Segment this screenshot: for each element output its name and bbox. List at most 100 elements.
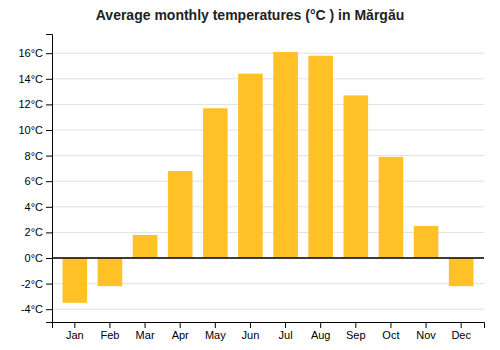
- y-tick: -4°C: [21, 303, 52, 315]
- x-tick-mark: [285, 322, 286, 328]
- zero-line: [52, 257, 484, 259]
- x-tick-mark: [215, 322, 216, 328]
- x-tick-label: Oct: [382, 329, 399, 341]
- x-axis: Jan Feb Mar Apr May Jun Jul Aug Sep Oct Nov Dec: [53, 322, 485, 341]
- grid-line: [52, 309, 484, 310]
- y-tick-mark: [46, 104, 52, 105]
- y-tick-label: 0°C: [25, 252, 44, 264]
- x-tick-label: Nov: [416, 329, 436, 341]
- title: Average monthly temperatures (°C ) in Mă…: [96, 7, 404, 23]
- y-tick: -2°C: [21, 278, 52, 290]
- y-tick-mark: [46, 181, 52, 182]
- bar: [133, 235, 158, 258]
- y-tick: 12°C: [18, 98, 52, 110]
- x-tick-label: Aug: [311, 329, 331, 341]
- bar: [449, 258, 474, 286]
- y-tick: 0°C: [25, 252, 52, 264]
- y-tick-mark: [46, 258, 52, 259]
- y-tick: 10°C: [18, 124, 52, 136]
- x-tick-mark: [461, 322, 462, 328]
- y-tick-mark: [46, 53, 52, 54]
- x-tick: Dec: [451, 322, 471, 341]
- y-tick-mark: [46, 309, 52, 310]
- y-tick-label: 12°C: [18, 98, 43, 110]
- bar: [273, 52, 298, 258]
- grid-line: [52, 206, 484, 207]
- grid-line: [52, 155, 484, 156]
- x-tick-label: Feb: [100, 329, 119, 341]
- y-tick: 2°C: [25, 226, 52, 238]
- x-tick-mark: [109, 322, 110, 328]
- bar: [63, 258, 88, 303]
- x-tick: Feb: [100, 322, 119, 341]
- y-tick-label: 6°C: [25, 175, 44, 187]
- x-tick-label: Jun: [242, 329, 260, 341]
- grid-line: [52, 53, 484, 54]
- x-tick-mark: [355, 322, 356, 328]
- x-tick: Apr: [172, 322, 189, 341]
- bar: [344, 95, 369, 258]
- x-tick: Mar: [136, 322, 155, 341]
- chart-container: Average monthly temperatures (°C ) in Mă…: [0, 0, 500, 350]
- bar: [414, 226, 439, 258]
- x-tick-mark: [390, 322, 391, 328]
- x-tick: Oct: [382, 322, 399, 341]
- y-tick-mark: [46, 156, 52, 157]
- y-tick-label: 16°C: [18, 47, 43, 59]
- grid-line: [52, 181, 484, 182]
- plot: -4°C -2°C 0°C 2°C 4°C 6°C 8°C 10°C 12°C 14°C 16°C J…: [18, 35, 484, 341]
- y-tick-label: 2°C: [25, 226, 44, 238]
- y-tick-label: 10°C: [18, 124, 43, 136]
- x-tick-mark: [180, 322, 181, 328]
- x-tick: May: [205, 322, 226, 341]
- bar: [308, 56, 333, 258]
- x-tick: Jan: [66, 322, 84, 341]
- x-tick-label: Jul: [279, 329, 293, 341]
- y-tick: 6°C: [25, 175, 52, 187]
- y-tick-label: 4°C: [25, 201, 44, 213]
- grid-line: [52, 78, 484, 79]
- grid-line: [52, 258, 484, 259]
- y-axis: -4°C -2°C 0°C 2°C 4°C 6°C 8°C 10°C 12°C 14°C 16°C: [18, 35, 52, 323]
- x-tick-mark: [320, 322, 321, 328]
- grid-line: [52, 130, 484, 131]
- y-tick: 14°C: [18, 73, 52, 85]
- x-tick-label: Sep: [346, 329, 366, 341]
- x-tick-label: Apr: [172, 329, 189, 341]
- y-tick: 16°C: [18, 47, 52, 59]
- y-tick-mark: [46, 284, 52, 285]
- x-tick: Aug: [311, 322, 331, 341]
- x-tick-mark: [145, 322, 146, 328]
- x-tick-label: Dec: [451, 329, 471, 341]
- bar: [379, 157, 404, 258]
- grid: [52, 53, 484, 309]
- bar: [168, 171, 193, 258]
- y-tick-mark: [46, 130, 52, 131]
- y-tick-label: 8°C: [25, 150, 44, 162]
- y-tick-label: 14°C: [18, 73, 43, 85]
- x-tick-label: Jan: [66, 329, 84, 341]
- bar: [203, 108, 228, 258]
- y-axis-line: [46, 35, 53, 323]
- y-tick-label: -4°C: [21, 303, 43, 315]
- y-tick-mark: [46, 207, 52, 208]
- x-tick-mark: [250, 322, 251, 328]
- bar: [98, 258, 123, 286]
- bars: [63, 52, 474, 303]
- chart-svg: Average monthly temperatures (°C ) in Mă…: [0, 0, 500, 350]
- x-tick-label: May: [205, 329, 226, 341]
- x-tick-label: Mar: [136, 329, 155, 341]
- x-tick-mark: [426, 322, 427, 328]
- x-tick: Sep: [346, 322, 366, 341]
- y-tick: 8°C: [25, 150, 52, 162]
- x-tick: Nov: [416, 322, 436, 341]
- y-tick-label: -2°C: [21, 278, 43, 290]
- bar: [238, 74, 263, 258]
- y-tick-mark: [46, 79, 52, 80]
- x-tick: Jul: [279, 322, 293, 341]
- grid-line: [52, 104, 484, 105]
- x-axis-line: [53, 323, 485, 329]
- x-tick: Jun: [242, 322, 260, 341]
- x-tick-mark: [74, 322, 75, 328]
- y-tick: 4°C: [25, 201, 52, 213]
